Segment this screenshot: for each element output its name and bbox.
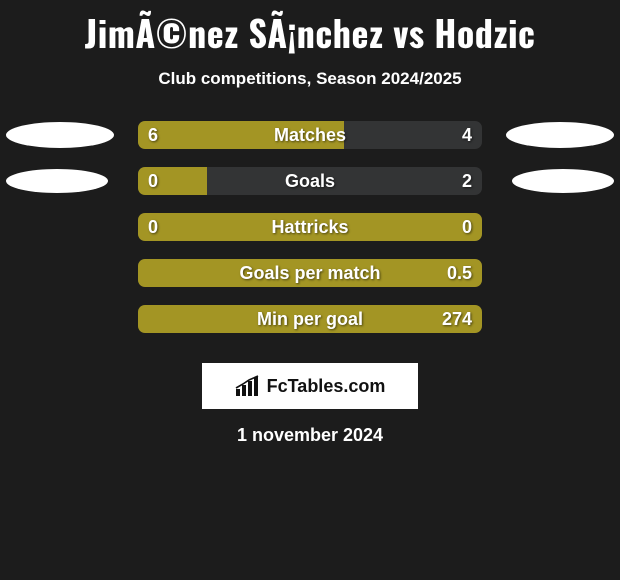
stat-row: 02Goals xyxy=(0,167,620,195)
player-marker-left xyxy=(6,122,114,148)
player-marker-right xyxy=(506,122,614,148)
stat-bar: 274Min per goal xyxy=(138,305,482,333)
stat-bar-left xyxy=(138,305,482,333)
stat-row: 00Hattricks xyxy=(0,213,620,241)
fctables-logo: FcTables.com xyxy=(202,363,418,409)
stat-bar: 64Matches xyxy=(138,121,482,149)
stat-bar-left xyxy=(138,213,482,241)
player-marker-right xyxy=(512,169,614,193)
stat-bar-right xyxy=(207,167,482,195)
stat-bar: 0.5Goals per match xyxy=(138,259,482,287)
stat-bar-right xyxy=(344,121,482,149)
snapshot-date: 1 november 2024 xyxy=(0,425,620,446)
stat-bar-left xyxy=(138,259,482,287)
stat-row: 0.5Goals per match xyxy=(0,259,620,287)
stat-bar: 00Hattricks xyxy=(138,213,482,241)
logo-text: FcTables.com xyxy=(267,376,386,397)
bar-chart-icon xyxy=(235,375,261,397)
page-title: JimÃ©nez SÃ¡nchez vs Hodzic xyxy=(0,6,620,59)
stat-row: 274Min per goal xyxy=(0,305,620,333)
stat-bar-left xyxy=(138,167,207,195)
subtitle: Club competitions, Season 2024/2025 xyxy=(0,69,620,89)
player-marker-left xyxy=(6,169,108,193)
stat-bar: 02Goals xyxy=(138,167,482,195)
stat-row: 64Matches xyxy=(0,121,620,149)
stat-bar-left xyxy=(138,121,344,149)
